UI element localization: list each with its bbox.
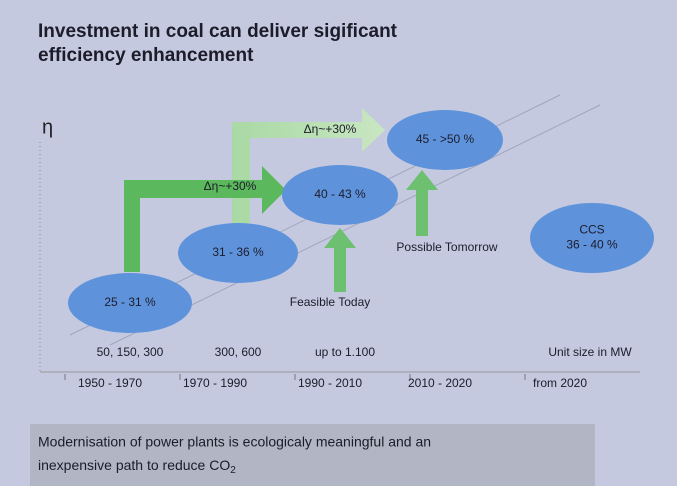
title-line: Investment in coal can deliver sigifican…: [38, 21, 398, 42]
period-label: 2010 - 2020: [408, 376, 472, 390]
unit-size: Unit size in MW: [548, 345, 632, 359]
period-label: 1950 - 1970: [78, 376, 142, 390]
stage-ellipse: [178, 223, 298, 283]
footer-line: inexpensive path to reduce CO2: [38, 457, 236, 476]
arrow-label: Δη~+30%: [304, 122, 357, 136]
unit-size: 50, 150, 300: [97, 345, 164, 359]
y-label: η: [42, 116, 53, 138]
footer-box: [30, 424, 595, 486]
period-label: 1970 - 1990: [183, 376, 247, 390]
stage-label: 31 - 36 %: [212, 245, 264, 259]
unit-size: 300, 600: [215, 345, 262, 359]
arrow: [232, 108, 385, 225]
arrow: [324, 228, 356, 292]
unit-size: up to 1.100: [315, 345, 375, 359]
title-line: efficiency enhancement: [38, 45, 254, 66]
stage-label: 25 - 31 %: [104, 295, 156, 309]
stage-label: 40 - 43 %: [314, 187, 366, 201]
stage-label: CCS: [579, 223, 604, 237]
stage-ellipse: [530, 203, 654, 273]
stage-label: 36 - 40 %: [566, 238, 618, 252]
period-label: from 2020: [533, 376, 587, 390]
stage-label: 45 - >50 %: [416, 132, 475, 146]
stage-ellipse: [68, 273, 192, 333]
footer-text: inexpensive path to reduce CO: [38, 457, 230, 473]
annotation: Feasible Today: [290, 295, 371, 309]
stage-ellipse: [387, 110, 503, 170]
footer-line: Modernisation of power plants is ecologi…: [38, 434, 431, 450]
arrow-label: Δη~+30%: [204, 179, 257, 193]
annotation: Possible Tomorrow: [396, 240, 497, 254]
arrow: [124, 166, 286, 272]
period-label: 1990 - 2010: [298, 376, 362, 390]
arrow: [406, 170, 438, 236]
stage-ellipse: [282, 165, 398, 225]
footer-subscript: 2: [230, 465, 236, 476]
